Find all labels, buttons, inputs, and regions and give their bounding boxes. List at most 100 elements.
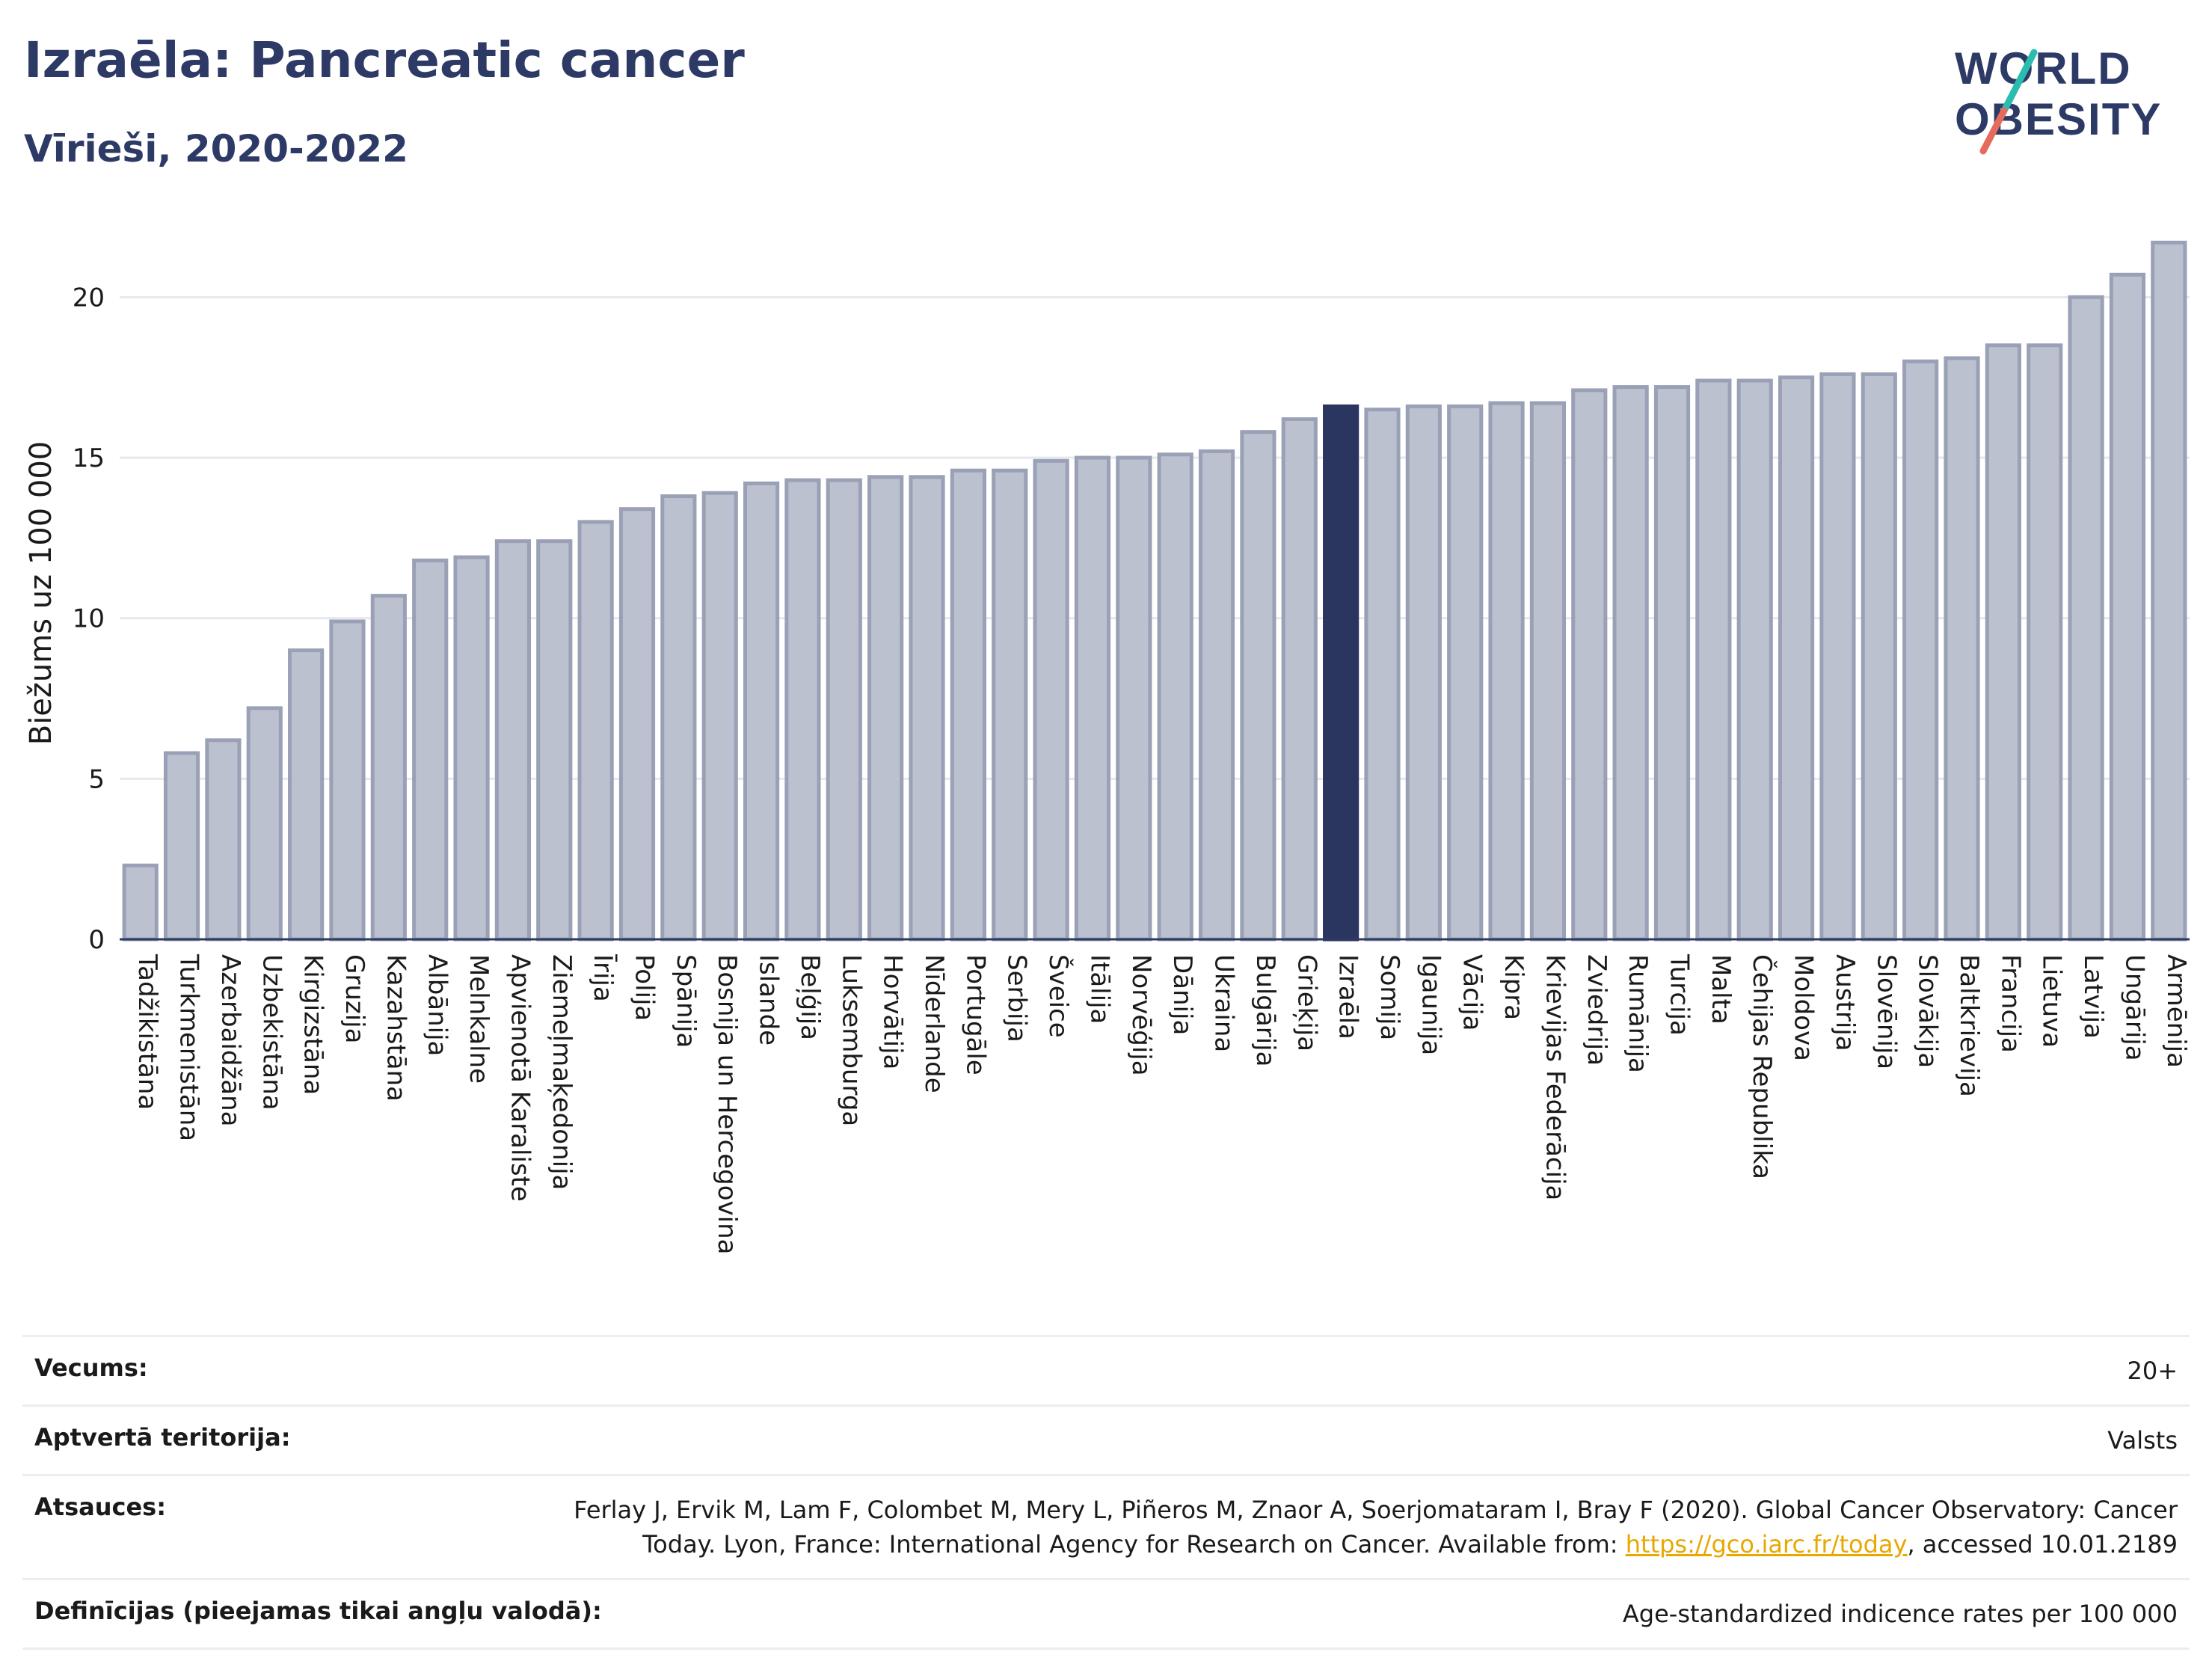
y-axis-label: Biežums uz 100 000	[24, 441, 58, 746]
meta-row-references: Atsauces: Ferlay J, Ervik M, Lam F, Colo…	[22, 1474, 2190, 1578]
bar	[1695, 378, 1732, 942]
x-tick-label: Spānija	[671, 954, 701, 1048]
x-tick-label: Kipra	[1499, 954, 1529, 1020]
bar	[826, 478, 862, 942]
meta-value: Age-standardized indicence rates per 100…	[1622, 1600, 2178, 1628]
reference-accessed: , accessed 10.01.2189	[1907, 1530, 2178, 1559]
bar	[122, 863, 159, 942]
y-tick-label: 10	[73, 604, 105, 634]
bar	[660, 494, 697, 942]
bar	[1819, 372, 1856, 942]
bar	[2027, 343, 2063, 942]
x-tick-label: Nīderlande	[919, 954, 949, 1093]
x-tick-label: Latvija	[2078, 954, 2108, 1039]
bar	[1157, 452, 1193, 942]
x-tick-label: Armēnija	[2161, 954, 2191, 1068]
x-tick-label: Islande	[754, 954, 784, 1045]
bar	[494, 539, 532, 942]
bar	[743, 481, 780, 942]
y-tick-label: 20	[73, 283, 105, 313]
bar	[412, 558, 449, 942]
bar	[1116, 455, 1152, 942]
logo-line1: WORLD	[1955, 43, 2132, 93]
bar	[1736, 378, 1773, 942]
meta-label: Definīcijas (pieejamas tikai angļu valod…	[34, 1597, 602, 1625]
x-tick-label: Ukraina	[1209, 954, 1239, 1052]
x-tick-labels: Tadžikistāna Turkmenistāna Azerbaidžāna Uzb…	[132, 954, 2191, 1255]
bar	[1405, 404, 1442, 942]
bar	[1861, 372, 1897, 942]
bar-chart: 0 5 10 15 20 Tadžikistāna Turkmenistāna Azerba…	[24, 240, 2191, 1255]
meta-label: Vecums:	[34, 1354, 148, 1382]
bar	[784, 478, 821, 942]
reference-link[interactable]: https://gco.iarc.fr/today	[1625, 1530, 1908, 1559]
meta-value: 20+	[2127, 1357, 2178, 1385]
metadata-table: Vecums: 20+ Aptvertā teritorija: Valsts …	[22, 1335, 2190, 1650]
meta-row-definitions: Definīcijas (pieejamas tikai angļu valod…	[22, 1578, 2190, 1650]
bar	[288, 648, 325, 942]
y-tick-label: 15	[73, 443, 105, 473]
bar	[1323, 404, 1360, 942]
bar	[453, 555, 490, 942]
x-tick-label: Slovākija	[1913, 954, 1943, 1068]
x-tick-label: Rumānija	[1623, 954, 1653, 1073]
x-tick-label: Bosnija un Hercegovina	[712, 954, 742, 1255]
bar	[1447, 404, 1484, 942]
x-tick-label: Ziemeļmaķedonija	[547, 954, 577, 1190]
x-tick-label: Tadžikistāna	[132, 954, 162, 1110]
x-tick-label: Izraēla	[1333, 954, 1363, 1040]
x-tick-label: Apvienotā Karaliste	[505, 954, 535, 1202]
world-obesity-logo: WORLD OBESITY	[1955, 43, 2160, 155]
bar	[1529, 401, 1567, 942]
meta-value: Ferlay J, Ervik M, Lam F, Colombet M, Me…	[532, 1493, 2178, 1562]
logo-slash-teal	[2000, 49, 2038, 114]
bar	[2109, 272, 2146, 942]
bar	[950, 468, 986, 942]
x-tick-label: Norvēģija	[1126, 954, 1156, 1076]
x-tick-label: Bulgārija	[1250, 954, 1280, 1066]
x-tick-label: Slovēnija	[1871, 954, 1901, 1069]
x-tick-label: Čehijas Republika	[1747, 954, 1778, 1179]
bar	[1033, 458, 1069, 942]
bar	[1612, 385, 1649, 942]
bar	[2151, 240, 2187, 942]
x-tick-label: Serbija	[1002, 954, 1032, 1043]
bar	[618, 507, 656, 942]
x-tick-label: Horvātija	[878, 954, 908, 1069]
meta-row-age: Vecums: 20+	[22, 1335, 2190, 1404]
bar	[1198, 449, 1235, 942]
x-tick-label: Uzbekistāna	[256, 954, 286, 1111]
x-tick-label: Kirgizstāna	[298, 954, 328, 1095]
x-tick-label: Igaunija	[1416, 954, 1446, 1055]
x-tick-label: Šveice	[1043, 954, 1074, 1038]
y-tick-label: 5	[88, 764, 105, 794]
bar	[1281, 417, 1318, 942]
x-tick-label: Zviedrija	[1582, 954, 1612, 1066]
x-tick-label: Vācija	[1457, 954, 1487, 1031]
bar	[1944, 356, 1980, 942]
bar	[992, 468, 1028, 942]
x-tick-label: Krievijas Federācija	[1540, 954, 1570, 1200]
bar	[1571, 388, 1608, 942]
x-tick-label: Austrija	[1830, 954, 1860, 1051]
meta-label: Atsauces:	[34, 1493, 166, 1521]
x-tick-label: Baltkrievija	[1954, 954, 1984, 1097]
bar	[1364, 408, 1401, 942]
bar	[246, 706, 283, 942]
x-tick-label: Moldova	[1789, 954, 1819, 1061]
bar	[1653, 385, 1691, 942]
x-tick-label: Albānija	[423, 954, 452, 1056]
x-tick-label: Grieķija	[1291, 954, 1321, 1051]
bar	[1985, 343, 2021, 942]
bar	[1488, 401, 1525, 942]
bar	[1240, 430, 1276, 942]
logo-slash-coral	[1979, 107, 2008, 155]
bar	[536, 539, 573, 942]
x-tick-label: Kazahstāna	[381, 954, 411, 1102]
bar	[2068, 295, 2104, 942]
reference-text: Ferlay J, Ervik M, Lam F, Colombet M, Me…	[574, 1496, 2178, 1559]
y-tick-labels: 0 5 10 15 20	[73, 283, 105, 955]
x-tick-label: Azerbaidžāna	[215, 954, 245, 1127]
bar	[867, 475, 904, 942]
bars	[122, 240, 2187, 942]
